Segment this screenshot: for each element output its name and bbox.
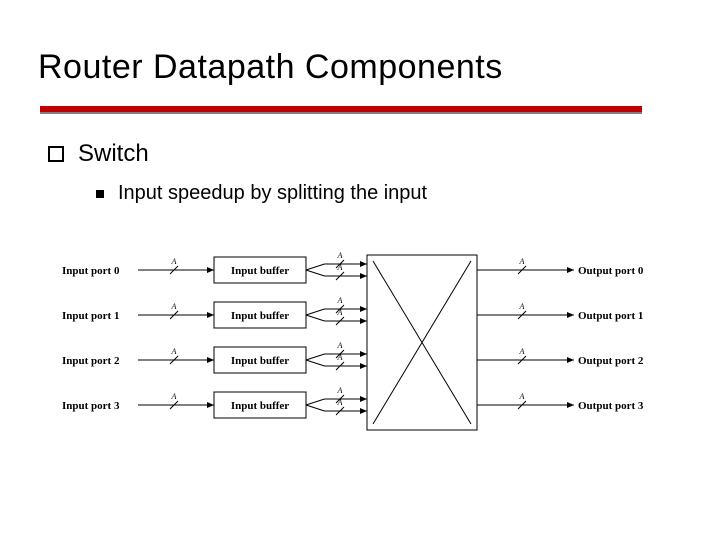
svg-text:A: A: [337, 353, 343, 362]
svg-text:Input buffer: Input buffer: [231, 400, 289, 412]
svg-text:A: A: [171, 257, 177, 266]
bullet-level2: Input speedup by splitting the input: [96, 182, 427, 205]
svg-text:A: A: [519, 347, 525, 356]
svg-text:Output port 3: Output port 3: [578, 400, 644, 412]
svg-text:Input buffer: Input buffer: [231, 310, 289, 322]
svg-text:Input port 3: Input port 3: [62, 400, 120, 412]
svg-text:A: A: [337, 296, 343, 305]
bullet-level1: Switch: [48, 140, 149, 168]
router-diagram: Input port 0AInput bufferAAAOutput port …: [62, 250, 662, 470]
svg-text:A: A: [519, 392, 525, 401]
svg-text:Input buffer: Input buffer: [231, 355, 289, 367]
svg-text:Output port 0: Output port 0: [578, 265, 644, 277]
svg-text:Input port 0: Input port 0: [62, 265, 120, 277]
svg-text:A: A: [171, 302, 177, 311]
bullet-level1-text: Switch: [78, 140, 149, 168]
svg-text:A: A: [519, 257, 525, 266]
svg-text:A: A: [171, 347, 177, 356]
diagram-svg: Input port 0AInput bufferAAAOutput port …: [62, 250, 662, 470]
svg-text:A: A: [337, 341, 343, 350]
svg-text:A: A: [337, 251, 343, 260]
slide-title: Router Datapath Components: [38, 48, 503, 87]
svg-text:Input port 1: Input port 1: [62, 310, 119, 322]
svg-text:A: A: [337, 398, 343, 407]
bullet-level2-text: Input speedup by splitting the input: [118, 182, 427, 205]
svg-text:A: A: [171, 392, 177, 401]
svg-text:A: A: [337, 386, 343, 395]
svg-text:A: A: [519, 302, 525, 311]
svg-text:A: A: [337, 308, 343, 317]
svg-text:Output port 1: Output port 1: [578, 310, 643, 322]
bullet-filled-square-icon: [96, 190, 104, 198]
svg-text:Output port 2: Output port 2: [578, 355, 644, 367]
slide: Router Datapath Components Switch Input …: [0, 0, 720, 540]
title-underline-gray: [40, 112, 642, 114]
bullet-open-square-icon: [48, 146, 64, 162]
svg-text:A: A: [337, 263, 343, 272]
svg-text:Input port 2: Input port 2: [62, 355, 120, 367]
svg-text:Input buffer: Input buffer: [231, 265, 289, 277]
